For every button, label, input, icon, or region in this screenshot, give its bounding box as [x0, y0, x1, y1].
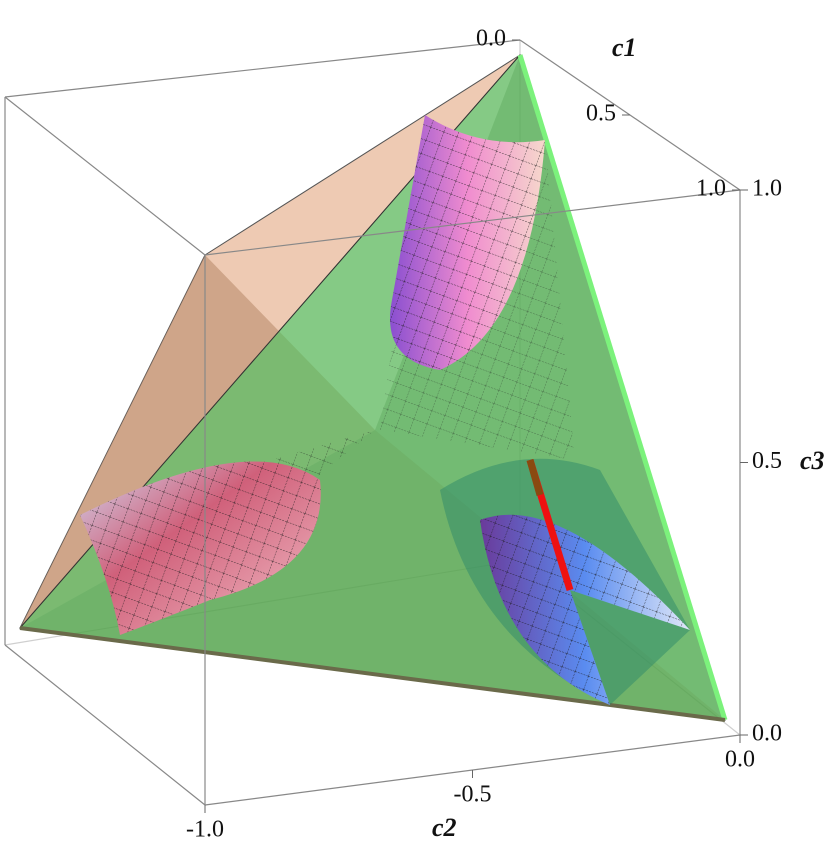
tick-label: -1.0: [186, 817, 224, 843]
cone-left: [80, 430, 375, 635]
axis-label-c3: c3: [800, 446, 825, 475]
box-front: [4, 39, 741, 806]
tick-label: 0.5: [586, 101, 616, 127]
tick-label: 0.0: [725, 747, 755, 773]
cone-top: [380, 115, 575, 460]
axis-label-c2: c2: [432, 813, 457, 842]
tick-label: 0.0: [752, 721, 782, 747]
tick-label: 1.0: [752, 176, 782, 202]
red-segment-hidden: [526, 459, 544, 496]
tick-label: 0.0: [476, 26, 506, 52]
axis-label-c1: c1: [612, 33, 637, 62]
tick-label: 1.0: [696, 176, 726, 202]
tick-label: 0.5: [752, 448, 782, 474]
tick-label: -0.5: [454, 782, 492, 808]
